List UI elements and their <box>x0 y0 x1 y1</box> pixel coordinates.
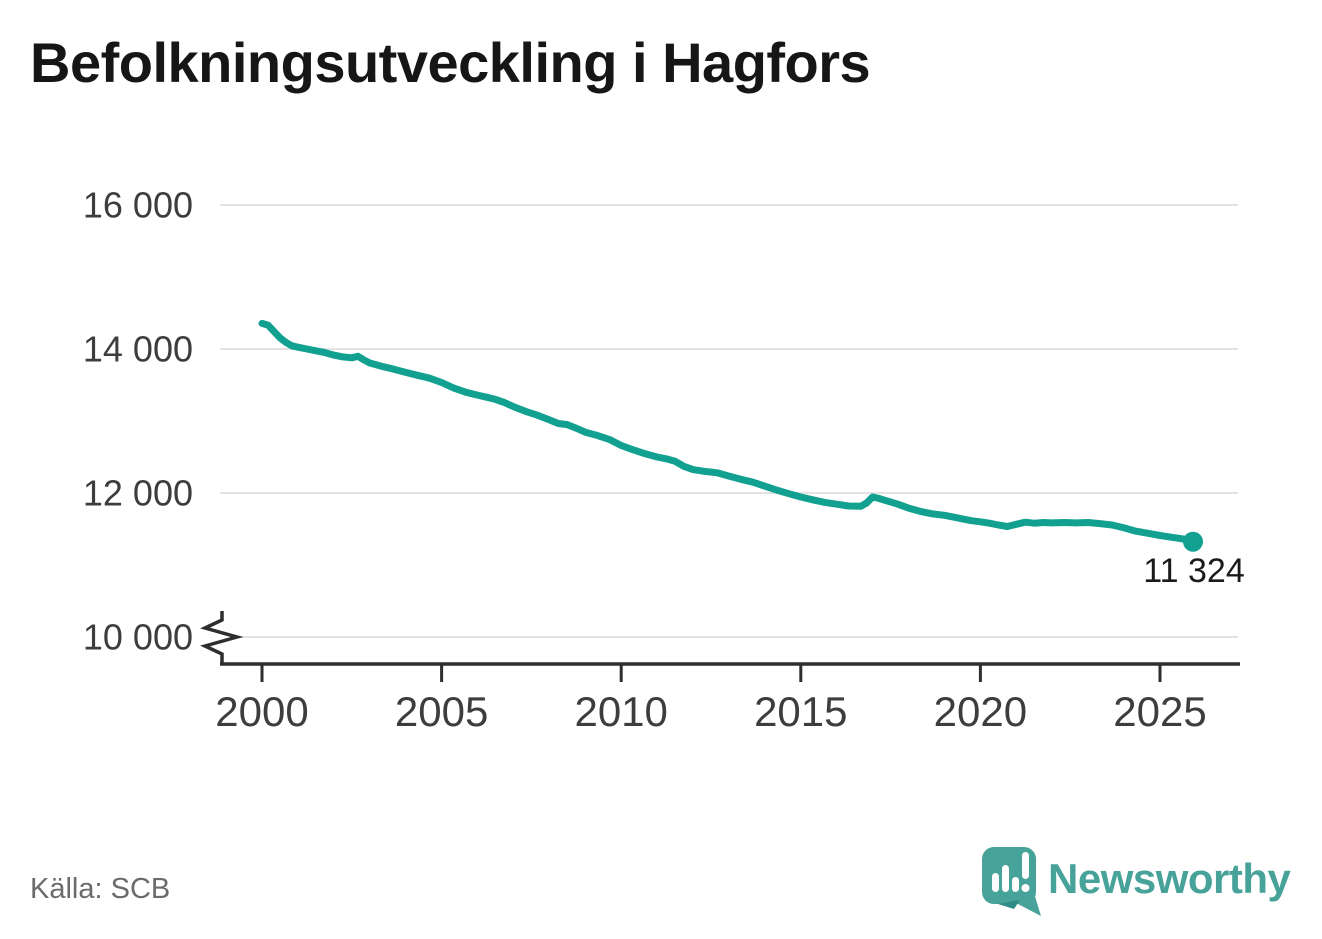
end-point-marker <box>1183 531 1203 552</box>
bar-chart-bar-1-icon <box>992 873 999 892</box>
exclamation-stem-icon <box>1022 852 1029 879</box>
newsworthy-logo: Newsworthy <box>980 843 1300 923</box>
x-tick-label: 2010 <box>574 688 667 735</box>
x-tick-label: 2025 <box>1113 688 1206 735</box>
population-line <box>258 319 1197 546</box>
bar-chart-bar-2-icon <box>1002 865 1009 892</box>
y-tick-label: 14 000 <box>83 329 193 370</box>
newsworthy-wordmark: Newsworthy <box>1048 855 1291 902</box>
grid-layer: 16 000 14 000 12 000 10 000 <box>83 185 1238 658</box>
bubble-tail-shadow <box>998 900 1020 909</box>
chart-title: Befolkningsutveckling i Hagfors <box>30 31 871 94</box>
x-tick-label: 2015 <box>754 688 847 735</box>
series-layer <box>258 319 1203 552</box>
axis-layer: 2000 2005 2010 2015 2020 2025 <box>200 611 1240 735</box>
y-tick-label: 16 000 <box>83 185 193 226</box>
source-caption: Källa: SCB <box>30 873 171 905</box>
label-layer: 11 324 <box>1143 552 1244 590</box>
x-tick-label: 2020 <box>934 688 1027 735</box>
x-tick-label: 2005 <box>395 688 488 735</box>
y-tick-label: 10 000 <box>83 617 193 658</box>
y-axis-break-icon <box>200 611 244 664</box>
x-tick-label: 2000 <box>215 688 308 735</box>
y-tick-label: 12 000 <box>83 473 193 514</box>
exclamation-dot-icon <box>1021 884 1030 892</box>
end-value-label: 11 324 <box>1143 552 1244 590</box>
newsworthy-bubble-icon <box>982 847 1041 916</box>
bar-chart-bar-3-icon <box>1012 877 1019 892</box>
bubble-tail <box>1014 893 1041 916</box>
